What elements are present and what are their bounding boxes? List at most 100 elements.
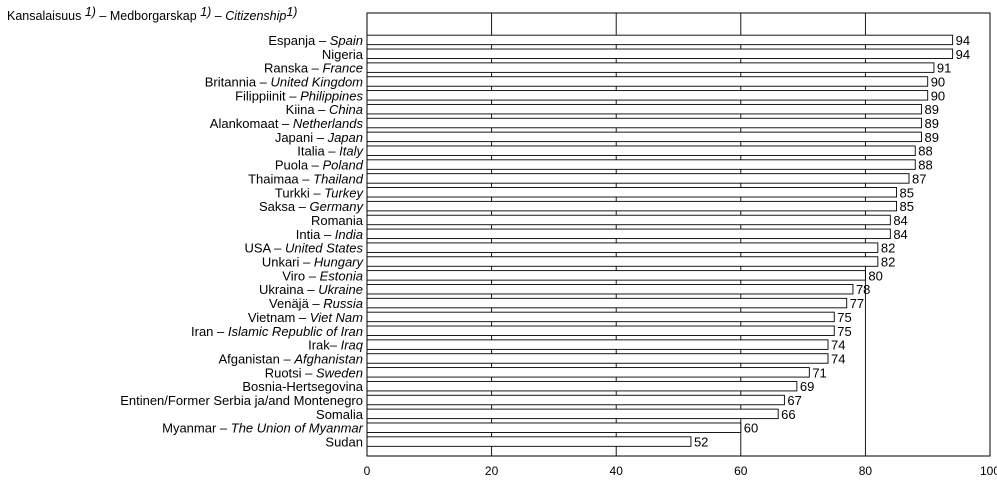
header-note: 1) bbox=[286, 5, 297, 19]
category-label-en: Russia bbox=[323, 296, 363, 311]
category-label-en: Thailand bbox=[313, 171, 364, 186]
bars-layer bbox=[366, 34, 954, 447]
category-label-fi: Myanmar – bbox=[162, 421, 231, 436]
category-label-fi: Unkari – bbox=[262, 255, 314, 270]
category-label-fi: Entinen/Former Serbia ja/and Montenegro bbox=[120, 393, 363, 408]
frame-layer bbox=[366, 12, 991, 457]
category-label: Afganistan – Afghanistan bbox=[218, 351, 363, 366]
category-label-en: Islamic Republic of Iran bbox=[228, 324, 363, 339]
category-label-fi: Thaimaa – bbox=[248, 171, 313, 186]
tick-label: 60 bbox=[734, 464, 748, 478]
category-label: Japani – Japan bbox=[275, 130, 363, 145]
value-label: 69 bbox=[800, 379, 814, 394]
category-label-fi: Turkki – bbox=[275, 185, 324, 200]
category-label-fi: Italia – bbox=[297, 144, 339, 159]
category-label: Nigeria bbox=[322, 47, 364, 62]
value-label: 87 bbox=[912, 171, 926, 186]
category-label-en: Afghanistan bbox=[293, 351, 363, 366]
value-label: 60 bbox=[744, 421, 758, 436]
bar bbox=[366, 145, 916, 156]
category-label-en: China bbox=[329, 102, 363, 117]
category-label: Ruotsi – Sweden bbox=[265, 365, 363, 380]
value-labels: 9494919090898989888887858584848282807877… bbox=[694, 33, 970, 450]
category-label: Kiina – China bbox=[286, 102, 363, 117]
category-label-fi: Puola – bbox=[275, 158, 323, 173]
category-label-en: United Kingdom bbox=[271, 74, 364, 89]
value-label: 91 bbox=[937, 61, 951, 76]
category-label: Venäjä – Russia bbox=[269, 296, 363, 311]
bar bbox=[366, 380, 798, 392]
bar bbox=[366, 117, 922, 129]
category-label: Britannia – United Kingdom bbox=[205, 74, 363, 89]
value-label: 85 bbox=[900, 199, 914, 214]
category-label-en: United States bbox=[285, 241, 364, 256]
category-label-en: Italy bbox=[339, 144, 364, 159]
category-label-fi: Espanja – bbox=[268, 33, 329, 48]
tick-label: 100 bbox=[980, 464, 997, 478]
value-label: 85 bbox=[900, 185, 914, 200]
category-label-fi: Britannia – bbox=[205, 74, 271, 89]
header-note: 1) bbox=[200, 5, 211, 19]
tick-label: 20 bbox=[485, 464, 499, 478]
category-label-fi: Iran – bbox=[191, 324, 228, 339]
bar bbox=[366, 159, 916, 170]
header-sep: – bbox=[211, 9, 225, 23]
value-label: 74 bbox=[831, 351, 845, 366]
category-label: Irak– Iraq bbox=[308, 338, 364, 353]
category-label-fi: Somalia bbox=[316, 407, 364, 422]
category-label-en: Ukraine bbox=[318, 282, 363, 297]
category-label-en: Sweden bbox=[316, 365, 363, 380]
category-label-fi: Japani – bbox=[275, 130, 328, 145]
category-label-fi: Ruotsi – bbox=[265, 365, 316, 380]
header-en: Citizenship bbox=[225, 9, 286, 23]
category-label-en: The Union of Myanmar bbox=[231, 421, 364, 436]
value-label: 74 bbox=[831, 338, 845, 353]
header-fi: Kansalaisuus bbox=[7, 9, 85, 23]
value-label: 66 bbox=[781, 407, 795, 422]
value-label: 84 bbox=[893, 227, 907, 242]
bar bbox=[366, 394, 785, 406]
category-label-en: France bbox=[323, 61, 363, 76]
category-label: Alankomaat – Netherlands bbox=[210, 116, 364, 131]
category-label: Romania bbox=[311, 213, 364, 228]
bar bbox=[366, 173, 910, 184]
category-label-en: Spain bbox=[330, 33, 363, 48]
x-axis-ticks: 0 20 40 60 80 100 bbox=[364, 464, 997, 478]
category-label: Iran – Islamic Republic of Iran bbox=[191, 324, 363, 339]
value-label: 88 bbox=[918, 158, 932, 173]
category-label: Ukraina – Ukraine bbox=[259, 282, 363, 297]
category-label: Unkari – Hungary bbox=[262, 255, 365, 270]
value-label: 84 bbox=[893, 213, 907, 228]
category-label: USA – United States bbox=[244, 241, 363, 256]
category-label-en: Hungary bbox=[314, 255, 365, 270]
bar bbox=[366, 408, 779, 420]
category-label-fi: Saksa – bbox=[259, 199, 310, 214]
category-label-fi: Intia – bbox=[296, 227, 335, 242]
bar bbox=[366, 228, 891, 240]
bar bbox=[366, 76, 929, 87]
category-label: Italia – Italy bbox=[297, 144, 364, 159]
header-note: 1) bbox=[85, 5, 96, 19]
bar bbox=[366, 270, 866, 281]
category-label-fi: Nigeria bbox=[322, 47, 364, 62]
value-label: 82 bbox=[881, 241, 895, 256]
category-label-fi: Sudan bbox=[325, 435, 363, 450]
value-label: 52 bbox=[694, 435, 708, 450]
value-label: 90 bbox=[931, 88, 945, 103]
bar bbox=[366, 339, 829, 350]
tick-label: 40 bbox=[610, 464, 624, 478]
category-label-en: India bbox=[335, 227, 363, 242]
category-label-en: Philippines bbox=[300, 88, 363, 103]
category-label: Entinen/Former Serbia ja/and Montenegro bbox=[120, 393, 363, 408]
category-label: Thaimaa – Thailand bbox=[248, 171, 364, 186]
category-label-en: Poland bbox=[323, 158, 364, 173]
category-label-en: Estonia bbox=[320, 268, 363, 283]
value-label: 75 bbox=[837, 310, 851, 325]
value-label: 88 bbox=[918, 144, 932, 159]
category-label-fi: Viro – bbox=[282, 268, 319, 283]
category-label-fi: USA – bbox=[244, 241, 284, 256]
value-label: 71 bbox=[812, 365, 826, 380]
category-label-en: Germany bbox=[310, 199, 365, 214]
